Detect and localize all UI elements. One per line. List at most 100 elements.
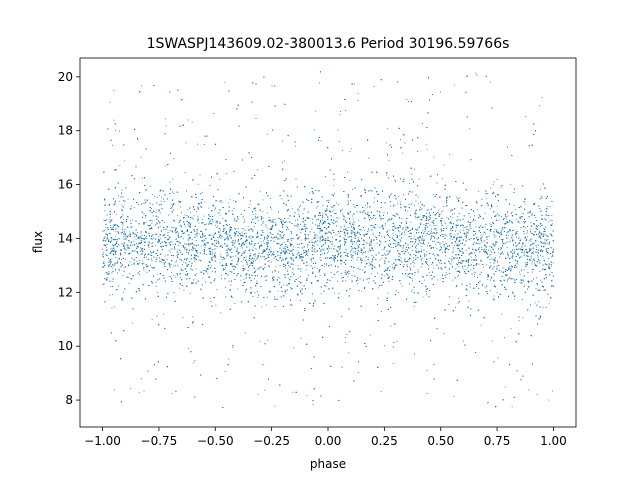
data-point (424, 219, 426, 221)
data-point (219, 201, 221, 203)
data-point (323, 266, 325, 268)
data-point (337, 271, 339, 272)
data-point (279, 235, 281, 237)
data-point (252, 247, 254, 249)
data-point (171, 271, 173, 273)
data-point (129, 388, 131, 390)
data-point (356, 211, 358, 213)
data-point (148, 210, 150, 212)
data-point (274, 405, 276, 407)
data-point (488, 235, 490, 237)
data-point (108, 204, 110, 206)
data-point (426, 149, 428, 151)
data-point (274, 218, 276, 220)
data-point (267, 265, 269, 266)
data-point (110, 263, 111, 265)
data-point (254, 215, 256, 217)
data-point (210, 297, 212, 299)
data-point (374, 215, 376, 216)
data-point (173, 158, 175, 160)
data-point (117, 231, 119, 233)
data-point (494, 228, 496, 230)
data-point (420, 254, 422, 256)
data-point (516, 260, 518, 262)
data-point (428, 231, 430, 232)
data-point (138, 237, 140, 239)
data-point (552, 262, 554, 264)
data-point (204, 246, 206, 248)
data-point (287, 270, 289, 272)
data-point (365, 204, 366, 206)
data-point (454, 84, 456, 86)
data-point (188, 261, 190, 262)
data-point (237, 247, 239, 249)
data-point (110, 286, 112, 287)
data-point (434, 255, 436, 257)
data-point (394, 204, 396, 206)
data-point (255, 213, 257, 215)
data-point (187, 243, 189, 244)
data-point (542, 268, 544, 270)
data-point (348, 212, 350, 214)
data-point (353, 204, 355, 205)
data-point (159, 212, 161, 214)
data-point (314, 223, 316, 225)
data-point (299, 257, 301, 259)
data-point (193, 215, 195, 217)
data-point (510, 183, 512, 185)
data-point (398, 292, 400, 293)
data-point (328, 244, 330, 246)
data-point (512, 211, 514, 213)
data-point (485, 264, 487, 266)
data-point (331, 241, 333, 243)
data-point (230, 241, 232, 243)
data-point (379, 259, 381, 261)
data-point (348, 352, 350, 354)
data-point (151, 260, 153, 262)
data-point (417, 151, 418, 153)
data-point (119, 238, 121, 240)
data-point (411, 278, 413, 280)
data-point (343, 224, 345, 226)
data-point (457, 303, 459, 305)
data-point (286, 210, 288, 212)
data-point (291, 304, 293, 306)
data-point (151, 252, 152, 254)
data-point (177, 232, 179, 234)
data-point (449, 257, 451, 259)
data-point (211, 239, 213, 240)
data-point (221, 265, 223, 267)
data-point (550, 247, 552, 249)
data-point (103, 238, 104, 240)
data-point (333, 184, 335, 186)
data-point (245, 256, 247, 258)
data-point (480, 238, 482, 240)
data-point (510, 328, 512, 330)
data-point (482, 283, 484, 285)
data-point (366, 206, 368, 208)
data-point (463, 252, 464, 253)
data-point (136, 243, 138, 244)
data-point (205, 244, 207, 246)
data-point (322, 245, 324, 247)
data-point (436, 238, 438, 240)
data-point (159, 194, 161, 196)
data-point (154, 245, 156, 247)
data-point (331, 222, 333, 224)
data-point (182, 238, 184, 240)
data-point (122, 196, 124, 198)
data-point (220, 235, 222, 237)
data-point (109, 101, 111, 103)
data-point (380, 391, 382, 392)
data-point (201, 222, 203, 224)
data-point (160, 253, 162, 255)
data-point (288, 208, 290, 210)
data-point (308, 192, 310, 194)
data-point (319, 256, 321, 258)
data-point (250, 235, 252, 237)
data-point (113, 210, 115, 212)
data-point (246, 288, 248, 290)
data-point (252, 296, 254, 297)
data-point (196, 211, 197, 213)
data-point (241, 253, 243, 255)
